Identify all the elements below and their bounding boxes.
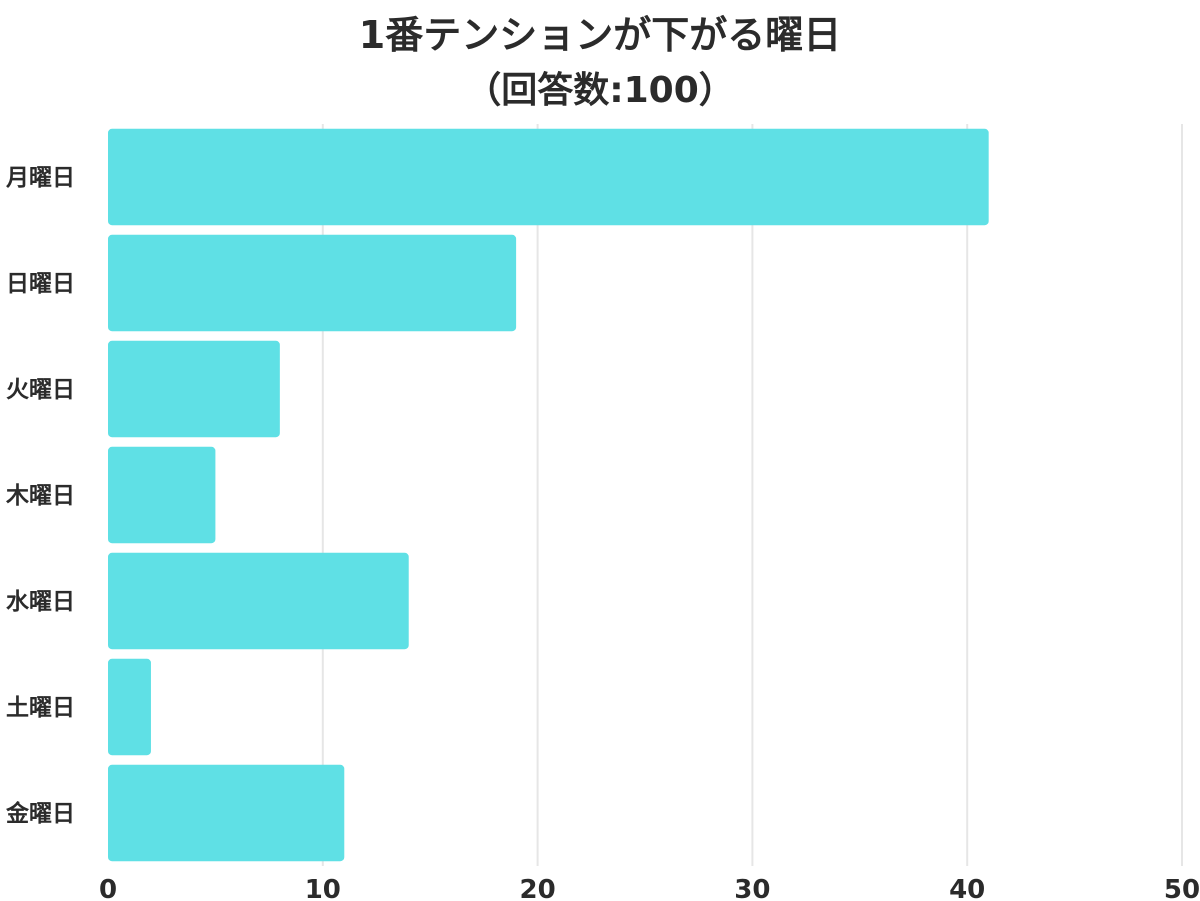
bar bbox=[108, 552, 409, 650]
category-label: 日曜日 bbox=[6, 271, 75, 297]
bar bbox=[108, 446, 216, 544]
category-label: 金曜日 bbox=[5, 800, 75, 827]
bar bbox=[108, 234, 517, 332]
category-label: 木曜日 bbox=[5, 483, 75, 509]
chart-subtitle: （回答数:100） bbox=[465, 70, 735, 111]
x-tick-labels: 0 10 20 30 40 50 bbox=[99, 875, 1200, 901]
bar bbox=[108, 658, 151, 756]
x-tick-label: 20 bbox=[520, 875, 556, 901]
category-label: 土曜日 bbox=[6, 695, 75, 721]
category-label: 月曜日 bbox=[5, 165, 75, 191]
bars bbox=[108, 128, 989, 862]
category-label: 火曜日 bbox=[6, 377, 75, 403]
x-tick-label: 50 bbox=[1164, 875, 1200, 901]
x-tick-label: 0 bbox=[99, 875, 117, 901]
category-label: 水曜日 bbox=[6, 589, 75, 615]
bar bbox=[108, 764, 345, 862]
bar bbox=[108, 340, 280, 438]
x-tick-label: 40 bbox=[949, 875, 985, 901]
chart-title: 1番テンションが下がる曜日 bbox=[358, 13, 842, 57]
x-tick-label: 30 bbox=[734, 875, 770, 901]
x-tick-label: 10 bbox=[305, 875, 341, 901]
bar bbox=[108, 128, 989, 226]
